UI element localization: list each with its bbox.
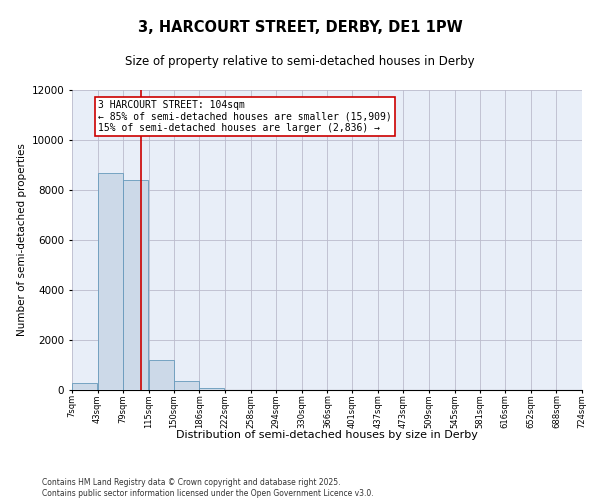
Bar: [199, 388, 224, 390]
Bar: [98, 172, 122, 390]
Text: Contains HM Land Registry data © Crown copyright and database right 2025.
Contai: Contains HM Land Registry data © Crown c…: [42, 478, 374, 498]
Bar: [149, 360, 174, 390]
Y-axis label: Number of semi-detached properties: Number of semi-detached properties: [17, 144, 28, 336]
Bar: [123, 180, 148, 390]
Bar: [72, 382, 97, 390]
Text: Size of property relative to semi-detached houses in Derby: Size of property relative to semi-detach…: [125, 55, 475, 68]
Text: Distribution of semi-detached houses by size in Derby: Distribution of semi-detached houses by …: [176, 430, 478, 440]
Text: 3, HARCOURT STREET, DERBY, DE1 1PW: 3, HARCOURT STREET, DERBY, DE1 1PW: [137, 20, 463, 35]
Bar: [174, 381, 199, 390]
Text: 3 HARCOURT STREET: 104sqm
← 85% of semi-detached houses are smaller (15,909)
15%: 3 HARCOURT STREET: 104sqm ← 85% of semi-…: [98, 100, 392, 133]
